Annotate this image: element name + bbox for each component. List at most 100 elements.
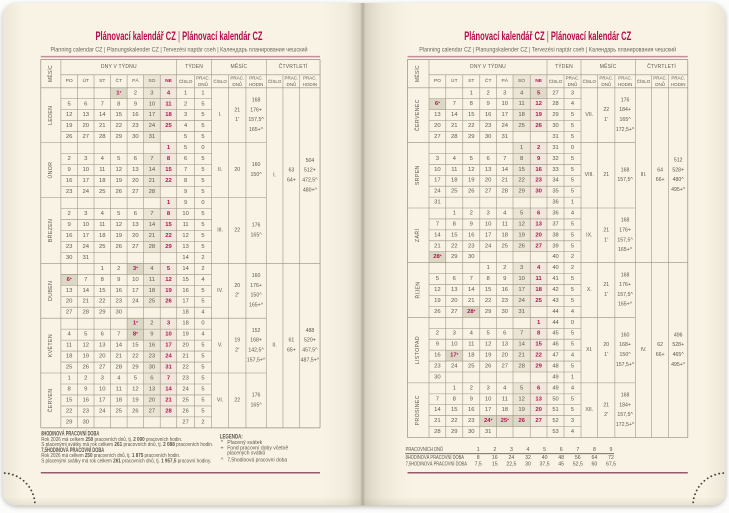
svg-text:9: 9 [436, 342, 439, 348]
svg-text:7: 7 [101, 101, 104, 107]
svg-text:8: 8 [117, 101, 121, 107]
svg-text:PRAC.: PRAC. [653, 76, 667, 81]
svg-text:18: 18 [99, 233, 106, 239]
svg-text:4: 4 [101, 211, 105, 217]
svg-text:32: 32 [525, 455, 531, 461]
svg-text:20: 20 [234, 167, 240, 173]
svg-text:14: 14 [451, 112, 458, 118]
svg-text:16: 16 [535, 167, 542, 173]
svg-text:9: 9 [117, 277, 120, 283]
svg-text:32: 32 [552, 156, 558, 162]
svg-text:20: 20 [535, 232, 542, 238]
svg-text:15: 15 [468, 112, 475, 118]
svg-text:3: 3 [167, 321, 171, 327]
svg-text:1: 1 [470, 90, 473, 96]
svg-text:28: 28 [116, 365, 123, 371]
svg-text:^: ^ [221, 457, 224, 463]
svg-text:480^: 480^ [673, 177, 685, 183]
svg-text:61: 61 [288, 338, 294, 344]
svg-text:1: 1 [167, 145, 171, 151]
svg-text:2: 2 [184, 101, 187, 107]
svg-text:10: 10 [82, 167, 89, 173]
svg-text:27: 27 [132, 189, 139, 195]
svg-text:10: 10 [132, 277, 139, 283]
svg-text:496: 496 [674, 332, 683, 338]
svg-text:8*: 8* [133, 331, 138, 338]
svg-text:DNŮ: DNŮ [655, 81, 665, 87]
svg-text:8: 8 [68, 386, 72, 392]
svg-text:157,5+^: 157,5+^ [616, 362, 635, 368]
svg-text:495+^: 495+^ [671, 187, 686, 193]
svg-text:24: 24 [182, 386, 188, 392]
svg-text:20: 20 [434, 123, 441, 129]
svg-text:5: 5 [537, 90, 541, 96]
svg-text:26: 26 [434, 309, 441, 315]
svg-text:17: 17 [518, 287, 525, 293]
svg-text:22: 22 [485, 298, 492, 304]
svg-text:472,5^: 472,5^ [302, 177, 318, 183]
svg-text:7: 7 [150, 156, 153, 162]
svg-text:60: 60 [592, 462, 598, 468]
svg-text:23: 23 [485, 123, 492, 129]
svg-text:23: 23 [132, 123, 139, 129]
svg-text:22: 22 [518, 178, 525, 184]
svg-text:13: 13 [82, 112, 89, 118]
svg-text:13: 13 [132, 222, 139, 228]
svg-text:5: 5 [134, 376, 138, 382]
svg-text:22: 22 [182, 365, 188, 371]
svg-text:4: 4 [68, 332, 72, 338]
svg-text:24: 24 [502, 123, 509, 129]
svg-text:5: 5 [201, 354, 204, 360]
svg-text:30: 30 [82, 419, 89, 425]
svg-text:17: 17 [99, 397, 106, 403]
svg-text:45: 45 [558, 462, 564, 468]
svg-text:10: 10 [149, 101, 156, 107]
svg-text:14: 14 [502, 167, 509, 173]
svg-text:12: 12 [182, 233, 188, 239]
svg-text:9: 9 [610, 447, 613, 453]
svg-text:ČT: ČT [116, 77, 123, 84]
svg-text:4: 4 [201, 310, 204, 316]
svg-text:11: 11 [502, 221, 508, 227]
svg-text:III.: III. [641, 172, 647, 178]
svg-text:6: 6 [134, 211, 138, 217]
svg-text:HODIN: HODIN [671, 82, 686, 87]
svg-text:5: 5 [571, 342, 574, 348]
svg-text:30: 30 [525, 462, 531, 468]
svg-text:12: 12 [518, 221, 525, 227]
svg-text:5: 5 [571, 287, 574, 293]
svg-text:165^: 165^ [251, 402, 263, 408]
svg-text:176: 176 [252, 393, 261, 399]
svg-text:DNY V TÝDNU: DNY V TÝDNU [470, 63, 506, 70]
svg-text:6*: 6* [67, 276, 72, 283]
svg-text:29: 29 [132, 365, 139, 371]
svg-text:9: 9 [134, 101, 137, 107]
svg-text:1: 1 [571, 374, 574, 380]
svg-text:36: 36 [552, 210, 558, 216]
svg-text:4: 4 [571, 210, 574, 216]
svg-text:14: 14 [182, 255, 188, 261]
svg-text:28: 28 [502, 189, 509, 195]
svg-text:MĚSÍC: MĚSÍC [413, 65, 421, 82]
svg-text:160: 160 [621, 332, 630, 338]
svg-text:4: 4 [503, 385, 507, 391]
svg-text:ČÍSLO: ČÍSLO [583, 78, 597, 84]
svg-text:26: 26 [485, 364, 492, 370]
svg-text:165^: 165^ [620, 117, 632, 123]
svg-text:512: 512 [674, 158, 683, 164]
svg-text:28: 28 [434, 429, 441, 435]
svg-text:43: 43 [552, 298, 558, 304]
svg-text:6*: 6* [435, 100, 440, 107]
svg-text:2: 2 [571, 254, 574, 260]
svg-text:13: 13 [434, 112, 441, 118]
svg-text:KVĚTEN: KVĚTEN [46, 334, 54, 357]
svg-text:5: 5 [543, 447, 546, 453]
svg-text:4: 4 [167, 90, 171, 96]
svg-text:22: 22 [535, 353, 542, 359]
svg-text:2: 2 [470, 385, 473, 391]
svg-text:29: 29 [165, 244, 172, 250]
svg-text:TÝDEN: TÝDEN [555, 63, 573, 70]
svg-text:2: 2 [201, 266, 204, 272]
svg-text:6: 6 [184, 156, 187, 162]
svg-text:7: 7 [503, 156, 506, 162]
